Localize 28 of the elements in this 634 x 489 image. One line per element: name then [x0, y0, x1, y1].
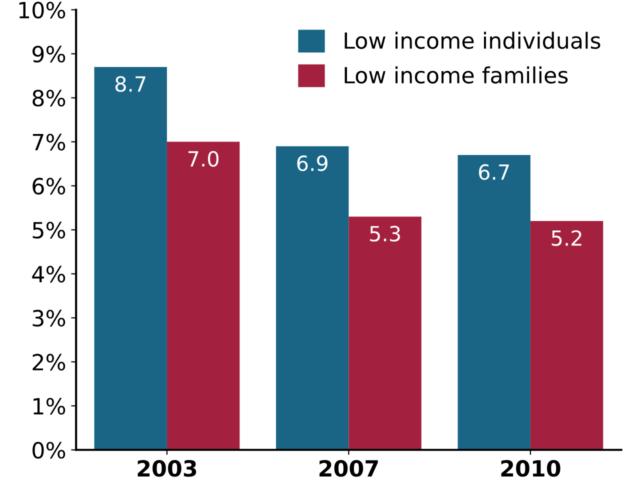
y-tick-label: 0% [32, 442, 66, 459]
data-label: 5.2 [552, 230, 582, 246]
data-label: 6.7 [478, 164, 509, 180]
data-label: 5.3 [370, 226, 400, 242]
y-tick-label: 6% [32, 178, 66, 195]
y-tick-label: 10% [19, 2, 66, 19]
data-label: 7.0 [188, 150, 218, 167]
legend-label: Low income individuals [344, 32, 600, 49]
y-tick-label: 8% [32, 90, 66, 107]
x-tick-label: 2010 [501, 460, 560, 477]
data-label: 8.7 [115, 76, 146, 92]
y-tick-label: 3% [32, 310, 66, 327]
x-tick-label: 2007 [320, 460, 378, 477]
x-tick-label: 2003 [138, 460, 196, 477]
y-tick-label: 4% [32, 266, 66, 283]
y-tick-label: 7% [32, 134, 66, 151]
bar [166, 142, 240, 450]
y-tick-label: 9% [32, 46, 66, 63]
legend-label: Low income families [344, 66, 568, 84]
bar [348, 216, 422, 450]
y-tick-label: 5% [32, 222, 66, 239]
bar [94, 66, 167, 450]
bar [458, 155, 530, 450]
bar [530, 221, 604, 450]
bar [276, 146, 349, 450]
data-label: 6.9 [297, 155, 328, 172]
y-tick-label: 1% [34, 398, 66, 415]
y-tick-label: 2% [32, 354, 66, 371]
